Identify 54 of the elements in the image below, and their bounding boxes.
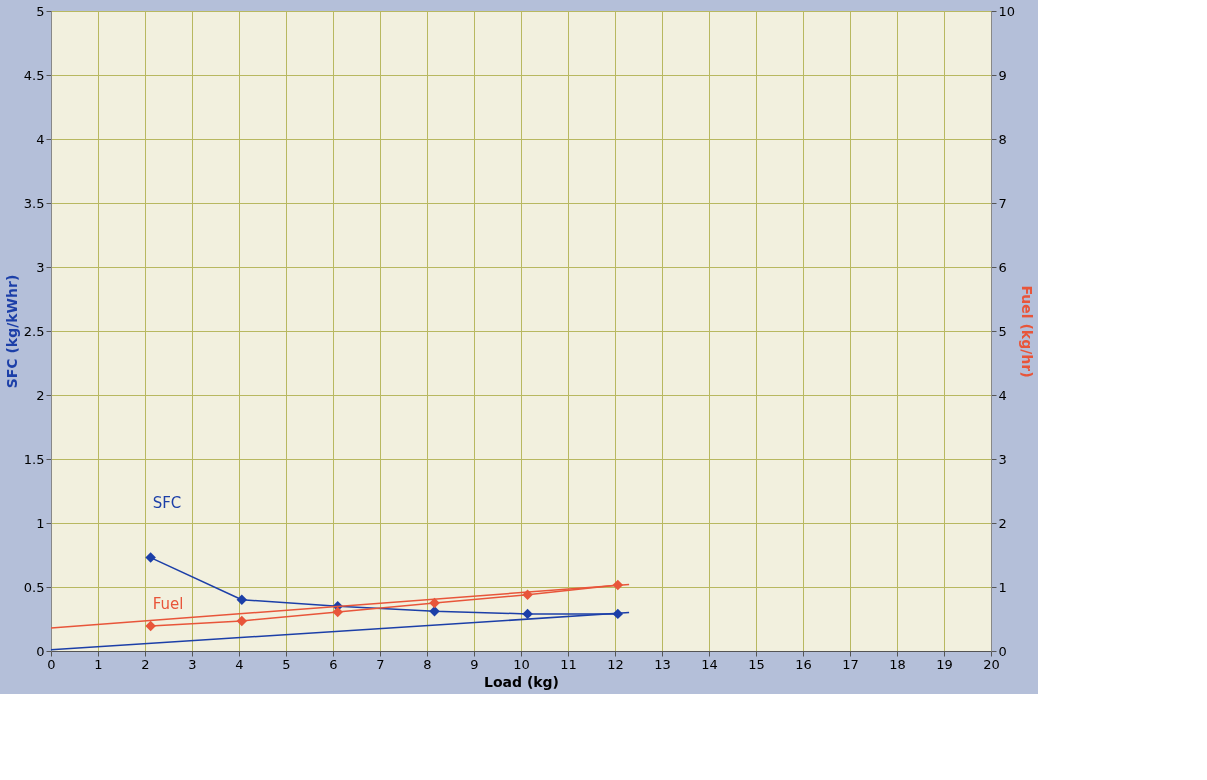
x-tick-label: 17	[842, 656, 859, 672]
y-tick-label: 1	[36, 515, 45, 531]
y-tick-label: 0.5	[23, 579, 45, 595]
x-tick-label: 1	[94, 656, 103, 672]
y-tick-label: 4.5	[23, 67, 45, 83]
y2-tick-label: 2	[998, 515, 1007, 531]
y2-tick-label: 3	[998, 451, 1007, 467]
point	[236, 615, 248, 627]
x-tick-label: 15	[748, 656, 765, 672]
x-tick-label: 0	[47, 656, 56, 672]
x-tick-label: 10	[513, 656, 530, 672]
x-tick-label: 12	[607, 656, 624, 672]
y-tick-label: 0	[36, 643, 45, 659]
x-tick-label: 18	[889, 656, 906, 672]
y2-tick-label: 10	[998, 3, 1016, 19]
y-axis-title: SFC (kg/kWhr)	[3, 274, 20, 389]
y2-tick-label: 5	[998, 323, 1007, 339]
y-tick-label: 4	[36, 131, 45, 147]
series-label: Fuel	[152, 595, 184, 614]
text: SFC	[152, 493, 182, 512]
y-tick-label: 3.5	[23, 195, 45, 211]
point	[145, 552, 156, 563]
point	[145, 620, 156, 632]
y-tick-label: 1.5	[23, 451, 45, 467]
x-tick-label: 11	[560, 656, 577, 672]
y2-tick-label: 7	[998, 195, 1007, 211]
x-tick-label: 8	[423, 656, 432, 672]
y-tick-label: 2	[36, 387, 45, 403]
x-tick-label: 5	[282, 656, 291, 672]
x-tick-label: 4	[235, 656, 244, 672]
x-axis-title: Load (kg)	[483, 673, 560, 690]
y2-tick-label: 9	[998, 67, 1007, 83]
point	[429, 606, 440, 617]
x-tick-label: 9	[470, 656, 479, 672]
y2-tick-label: 0	[998, 643, 1007, 659]
x-tick-label: 20	[983, 656, 1000, 672]
y-tick-label: 2.5	[23, 323, 45, 339]
point	[332, 606, 343, 618]
x-tick-label: 3	[188, 656, 197, 672]
y-tick-label: 5	[36, 3, 45, 19]
x-tick-label: 2	[141, 656, 150, 672]
y2-tick-label: 4	[998, 387, 1007, 403]
x-tick-label: 7	[376, 656, 385, 672]
y2-axis-title: Fuel (kg/hr)	[1019, 285, 1036, 378]
point	[236, 594, 248, 606]
y2-tick-label: 6	[998, 259, 1007, 275]
y2-tick-label: 1	[998, 579, 1007, 595]
x-tick-label: 14	[701, 656, 718, 672]
x-tick-label: 19	[936, 656, 953, 672]
x-tick-label: 16	[795, 656, 812, 672]
y-tick-label: 3	[36, 259, 45, 275]
x-tick-label: 6	[329, 656, 338, 672]
y2-tick-label: 8	[998, 131, 1007, 147]
x-tick-label: 13	[654, 656, 671, 672]
